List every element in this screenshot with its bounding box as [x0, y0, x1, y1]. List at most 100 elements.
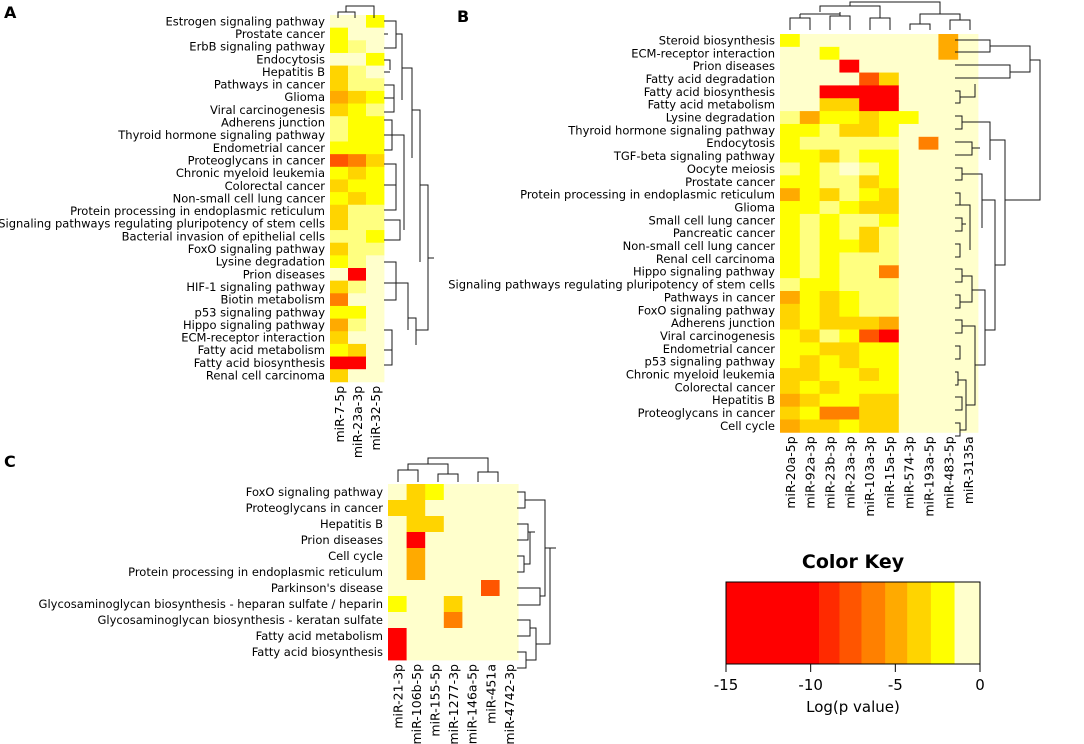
heatmap-b-cell [958, 393, 979, 408]
heatmap-b-cell [918, 59, 939, 73]
heatmap-a-cell [366, 179, 385, 193]
heatmap-a-cell [330, 27, 349, 41]
color-key-tick-label: 0 [975, 676, 985, 694]
heatmap-a-cell [366, 15, 385, 29]
heatmap-b-cell [958, 149, 979, 163]
heatmap-b-cell [839, 278, 860, 292]
heatmap-b-cell [938, 393, 959, 408]
heatmap-b-cell [859, 201, 880, 215]
heatmap-a-cell [330, 116, 349, 130]
heatmap-c-cell [443, 612, 463, 629]
heatmap-b-cell [918, 213, 939, 228]
heatmap-b-cell [879, 406, 900, 420]
heatmap-b-cell [958, 226, 979, 240]
heatmap-a-cell [366, 255, 385, 269]
heatmap-b-cell [839, 123, 860, 138]
heatmap-b-cell [819, 98, 840, 112]
heatmap-c-cell [443, 564, 463, 581]
heatmap-b-cell [898, 342, 919, 356]
heatmap-b-cell [918, 329, 939, 343]
heatmap-b-cell [879, 123, 900, 138]
heatmap-a-cell [330, 280, 349, 294]
heatmap-b-cell [918, 278, 939, 292]
heatmap-a-cell [366, 230, 385, 244]
heatmap-b-cell [780, 46, 801, 61]
heatmap-b-cell [819, 393, 840, 408]
heatmap-b-cell [839, 291, 860, 305]
heatmap-a-cell [348, 103, 367, 117]
heatmap-b-cell [780, 226, 801, 240]
heatmap-b-cell [819, 175, 840, 189]
heatmap-b-cell [898, 162, 919, 176]
heatmap-b-cell [958, 123, 979, 138]
color-key-bin [885, 582, 908, 664]
heatmap-a-row-label: Colorectal cancer [225, 179, 326, 193]
color-key-bin [819, 582, 840, 664]
heatmap-b-cell [859, 111, 880, 125]
heatmap-b-cell [898, 34, 919, 48]
heatmap-b-cell [780, 393, 801, 408]
heatmap-b-cell [839, 355, 860, 369]
heatmap-a-cell [366, 78, 385, 92]
heatmap-c-cell [406, 532, 426, 549]
heatmap-a-cell [348, 27, 367, 41]
heatmap-b-col-label: miR-193a-5p [922, 436, 937, 516]
heatmap-a-cell [348, 166, 367, 180]
heatmap-b-cell [879, 162, 900, 176]
heatmap-a-cell [330, 268, 349, 282]
heatmap-c-cell [462, 500, 482, 517]
heatmap-a-cell [366, 217, 385, 231]
heatmap-c-cell [388, 644, 407, 661]
heatmap-b-row-label: Prostate cancer [685, 175, 775, 189]
heatmap-b-cell [839, 303, 860, 318]
heatmap-b-cell [938, 59, 959, 73]
heatmap-b-cell [879, 265, 900, 279]
dendrogram-b-rows [955, 39, 1041, 437]
heatmap-b-cell [780, 291, 801, 305]
heatmap-b-cell [938, 123, 959, 138]
heatmap-c-row-label: FoxO signaling pathway [246, 485, 383, 499]
heatmap-c-cell [443, 548, 463, 565]
heatmap-b-row-label: Signaling pathways regulating pluripoten… [448, 278, 775, 292]
heatmap-b-cell [859, 406, 880, 420]
heatmap-c-cell [406, 628, 426, 645]
heatmap-b-cell [898, 355, 919, 369]
heatmap-b-cell [799, 329, 820, 343]
heatmap-a-cell [348, 369, 367, 383]
heatmap-b-cell [898, 72, 919, 86]
heatmap-c-cell [443, 644, 463, 661]
heatmap-b-row-label: Steroid biosynthesis [659, 33, 775, 47]
heatmap-c-cell [425, 484, 445, 501]
heatmap-b-cell [938, 342, 959, 356]
heatmap-b-cell [799, 59, 820, 73]
heatmap-c-cell [443, 484, 463, 501]
heatmap-b-row-label: Hepatitis B [712, 393, 775, 407]
heatmap-c-cell [481, 500, 500, 517]
panel-letter-c: C [4, 452, 16, 471]
heatmap-b-cell [799, 355, 820, 369]
heatmap-b-cell [780, 368, 801, 382]
heatmap-c-row-label: Prion diseases [301, 533, 383, 547]
heatmap-b-cell [879, 226, 900, 240]
heatmap-b-cell [958, 303, 979, 318]
heatmap-a-row-label: Prion diseases [243, 267, 325, 281]
heatmap-c-row-label: Fatty acid biosynthesis [252, 645, 383, 659]
heatmap-b-cell [819, 342, 840, 356]
heatmap-c-cell [443, 516, 463, 533]
heatmap-b-cell [938, 355, 959, 369]
heatmap-b-cell [898, 303, 919, 318]
heatmap-a-cell [330, 217, 349, 231]
heatmap-a-cell [330, 242, 349, 256]
heatmap-b-cell [918, 316, 939, 330]
heatmap-a-cell [330, 305, 349, 319]
heatmap-b-cell [918, 368, 939, 382]
heatmap-b-cell [839, 380, 860, 395]
heatmap-b-cell [879, 85, 900, 99]
heatmap-b-cell [780, 111, 801, 125]
heatmap-b-cell [879, 34, 900, 48]
heatmap-c-cell [406, 484, 426, 501]
heatmap-c-cell [425, 644, 445, 661]
heatmap-b-cell [799, 303, 820, 318]
heatmap-a-cell [330, 90, 349, 104]
heatmap-a-cell [348, 78, 367, 92]
